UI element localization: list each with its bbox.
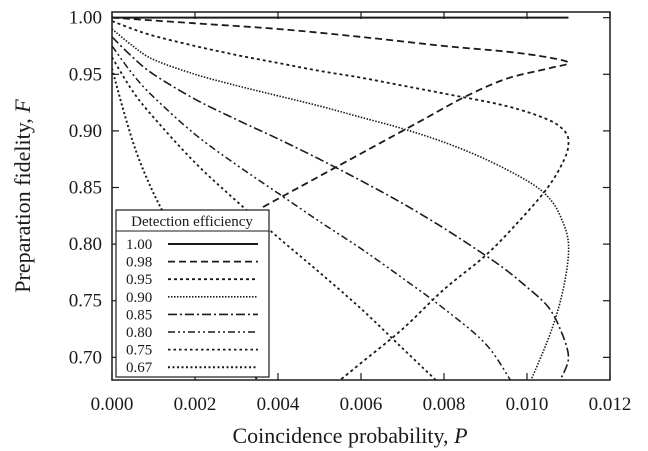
legend-entries: 1.00 0.980.95 0.900.85 0.80 0.750.67	[126, 237, 258, 376]
x-axis-title-variable: P	[453, 423, 467, 448]
x-tick-label: 0.012	[589, 394, 632, 415]
x-tick-label: 0.004	[257, 394, 300, 415]
legend-label: 0.75	[126, 343, 152, 359]
y-axis-title: Preparation fidelity, F	[10, 99, 35, 293]
series-line-0-75	[112, 56, 437, 380]
x-tick-label: 0.006	[340, 394, 383, 415]
y-axis: 0.700.750.800.850.900.951.00	[69, 8, 610, 368]
y-tick-label: 0.75	[69, 291, 102, 312]
series-line-0-85	[112, 36, 570, 380]
series-line-0-98	[112, 16, 570, 209]
legend-label: 0.80	[126, 325, 152, 341]
x-tick-label: 0.008	[423, 394, 466, 415]
legend-label: 0.67	[126, 360, 153, 376]
y-tick-label: 0.85	[69, 178, 102, 199]
y-tick-label: 0.70	[69, 347, 102, 368]
legend-label: 0.85	[126, 307, 152, 323]
x-axis: 0.000 0.002 0.004 0.006 0.008 0.010 0.012	[91, 12, 632, 415]
legend-label: 1.00	[126, 237, 152, 253]
y-tick-label: 0.90	[69, 121, 102, 142]
y-tick-label: 0.95	[69, 64, 102, 85]
x-axis-title: Coincidence probability, P	[232, 423, 467, 448]
y-axis-title-text: Preparation fidelity,	[10, 113, 35, 293]
legend: Detection efficiency 1.000.980.950.900.8…	[115, 209, 270, 378]
legend-label: 0.98	[126, 255, 152, 271]
x-tick-label: 0.010	[506, 394, 549, 415]
y-tick-label: 0.80	[69, 234, 102, 255]
legend-label: 0.95	[126, 272, 152, 288]
legend-title: Detection efficiency	[131, 214, 253, 230]
legend-label: 0.90	[126, 290, 152, 306]
series-layer	[112, 16, 570, 380]
y-tick-label: 1.00	[69, 8, 102, 29]
x-axis-title-text: Coincidence probability,	[232, 423, 454, 448]
x-tick-label: 0.000	[91, 394, 134, 415]
x-tick-label: 0.002	[174, 394, 217, 415]
series-line-0-80	[112, 45, 512, 380]
series-line-0-95	[112, 20, 570, 380]
y-axis-title-variable: F	[10, 99, 35, 114]
